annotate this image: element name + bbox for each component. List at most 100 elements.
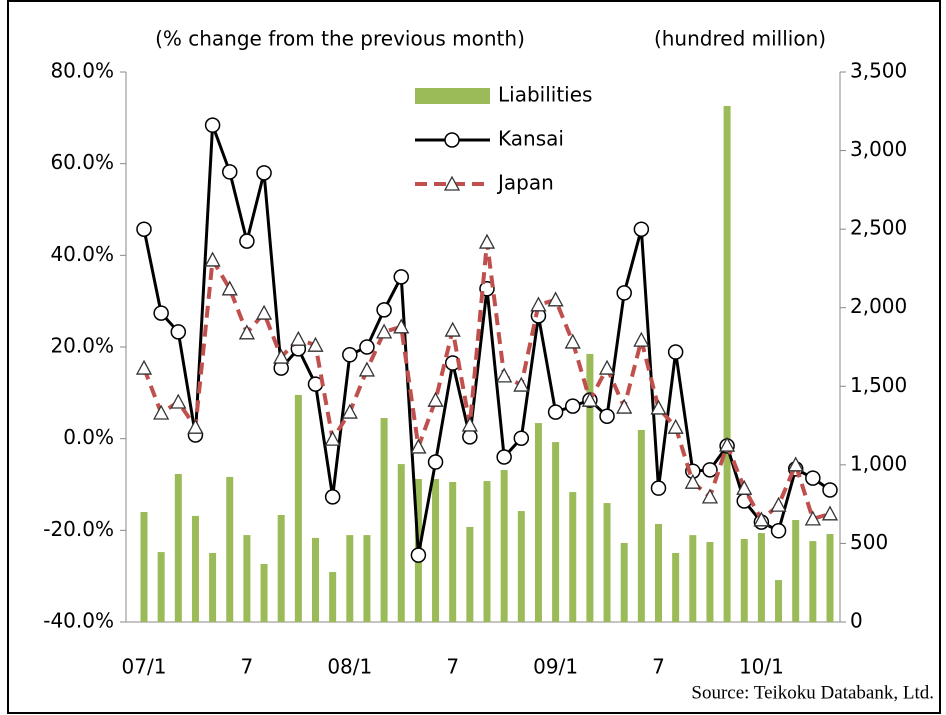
legend-swatch: [415, 88, 490, 104]
bar: [483, 481, 491, 622]
x-tick-label: 7: [446, 655, 459, 679]
point: [256, 165, 272, 181]
point: [153, 404, 170, 420]
point: [496, 367, 513, 383]
x-tick-label: 7: [241, 655, 254, 679]
point: [358, 361, 376, 377]
legend-label: Japan: [496, 171, 554, 195]
y-tick-label: -40.0%: [43, 609, 114, 633]
point: [204, 251, 221, 267]
bar: [449, 481, 457, 622]
point: [667, 344, 684, 360]
x-tick-label: 7: [652, 655, 665, 679]
bar: [586, 353, 594, 622]
bar: [243, 535, 251, 622]
point: [170, 393, 187, 409]
point: [821, 505, 839, 521]
point: [598, 359, 616, 375]
x-tick-label: 09/1: [533, 655, 578, 679]
point: [822, 482, 838, 498]
y2-axis-title: (hundred million): [654, 27, 826, 51]
point: [427, 454, 444, 470]
y-tick-label: 40.0%: [50, 242, 114, 266]
point: [719, 436, 736, 452]
point: [547, 291, 564, 307]
point: [410, 547, 427, 563]
bar: [569, 492, 577, 622]
point: [478, 233, 496, 249]
point: [221, 280, 238, 296]
point: [616, 285, 632, 301]
point: [136, 221, 152, 237]
point: [461, 416, 478, 432]
point: [753, 511, 770, 527]
bar: [655, 523, 662, 622]
point: [736, 479, 753, 495]
bar: [277, 514, 285, 622]
bar: [363, 535, 371, 622]
bar: [723, 105, 731, 622]
bar: [740, 539, 748, 622]
legend-label: Liabilities: [498, 83, 592, 107]
point: [255, 304, 273, 320]
point: [359, 339, 375, 355]
point: [770, 523, 787, 539]
bar: [672, 553, 680, 622]
bar: [346, 535, 354, 622]
point: [701, 488, 719, 504]
point: [204, 117, 221, 133]
x-tick-label: 07/1: [122, 655, 167, 679]
bar: [534, 423, 542, 622]
bar: [603, 503, 611, 622]
y-tick-label: 80.0%: [50, 59, 114, 83]
bar: [775, 580, 783, 622]
point: [787, 456, 804, 472]
point: [342, 347, 358, 363]
bar: [191, 515, 199, 622]
point: [633, 221, 650, 237]
point: [187, 418, 204, 434]
point: [650, 399, 667, 415]
y2-tick-label: 3,000: [850, 137, 907, 161]
y-axis-title: (% change from the previous month): [155, 27, 525, 51]
x-tick-label: 10/1: [739, 655, 784, 679]
point: [804, 510, 821, 526]
point: [462, 429, 478, 445]
point: [805, 470, 821, 486]
bar: [397, 464, 405, 622]
x-tick-label: 08/1: [327, 655, 372, 679]
bar: [466, 526, 474, 622]
point: [770, 496, 787, 512]
point: [427, 391, 444, 407]
point: [376, 302, 392, 318]
y2-tick-label: 500: [850, 530, 888, 554]
bar: [620, 542, 628, 622]
y2-tick-label: 1,000: [850, 451, 907, 475]
point: [393, 269, 409, 285]
y2-tick-label: 2,000: [850, 294, 907, 318]
source: Source: Teikoku Databank, Ltd.: [691, 682, 934, 703]
point: [290, 330, 307, 346]
frame: [7, 0, 941, 714]
point: [650, 480, 667, 496]
point: [307, 336, 324, 352]
bar: [809, 541, 817, 622]
bar: [552, 442, 560, 622]
point: [496, 449, 512, 465]
point: [222, 164, 238, 180]
bar: [226, 476, 234, 622]
bar: [294, 394, 302, 622]
point: [238, 324, 255, 340]
bar: [312, 537, 319, 622]
point: [633, 331, 650, 347]
bar: [329, 572, 337, 622]
point: [324, 489, 341, 505]
y-tick-label: -20.0%: [43, 517, 114, 541]
point: [684, 473, 701, 489]
point: [530, 296, 547, 312]
bar: [174, 473, 182, 622]
point: [564, 333, 581, 349]
bar: [689, 535, 697, 622]
point: [702, 462, 718, 478]
